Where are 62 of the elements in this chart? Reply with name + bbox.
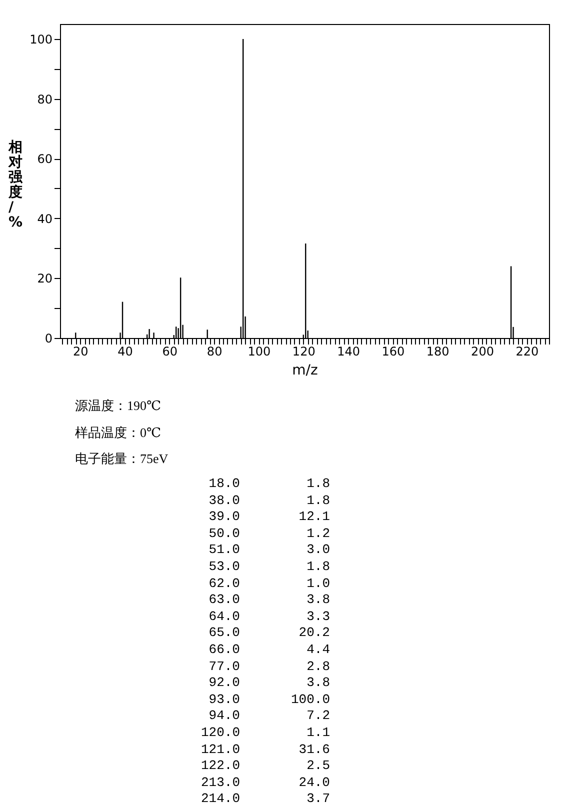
text: 1.8 (306, 476, 330, 491)
x-tick-label: 220 (516, 344, 539, 358)
y-axis-title: 相对强度/% (8, 140, 24, 230)
text: 4.4 (306, 642, 330, 657)
y-tick-label: 40 (37, 212, 52, 226)
category-label: 64.0 (208, 608, 240, 626)
category-label: 121.0 (200, 742, 240, 758)
category-label: 66.0 (208, 642, 240, 659)
text: 20.2 (298, 625, 330, 640)
category-label: 38.0 (208, 492, 240, 510)
y-tick-label: 20 (37, 272, 52, 286)
category-label: 18.0 (208, 476, 240, 493)
text: 7.2 (306, 708, 330, 724)
x-tick-label: 40 (118, 344, 133, 358)
y-tick-label: 100 (30, 32, 52, 46)
category-label: 214.0 (200, 791, 240, 808)
text: 3.3 (306, 608, 330, 624)
text: 3.8 (306, 592, 330, 608)
y-tick-label: 80 (37, 92, 52, 106)
category-label: 62.0 (208, 576, 240, 592)
text: 电子能量：75eV (75, 450, 168, 468)
category-label: 77.0 (208, 658, 240, 676)
text: 2.8 (306, 658, 330, 674)
category-label: 50.0 (208, 526, 240, 542)
category-label: 65.0 (208, 625, 240, 642)
x-tick-label: 80 (206, 344, 222, 358)
text: 1.1 (306, 724, 330, 740)
category-label: 92.0 (208, 675, 240, 692)
text: 3.0 (306, 542, 330, 558)
category-label: 51.0 (208, 542, 240, 559)
x-tick-label: 100 (248, 344, 271, 358)
category-label: 93.0 (208, 692, 240, 708)
text: 样品温度：0℃ (75, 424, 162, 442)
x-tick-label: 120 (292, 344, 316, 358)
text: 1.0 (306, 576, 330, 591)
text: 24.0 (298, 774, 330, 790)
x-tick-label: 180 (426, 344, 450, 358)
text: 12.1 (298, 509, 330, 524)
category-label: 213.0 (200, 774, 240, 792)
category-label: 94.0 (208, 708, 240, 725)
x-axis-title: m/z (292, 362, 318, 378)
text: 3.7 (306, 791, 330, 806)
text: 源温度：190℃ (75, 397, 162, 415)
x-tick-label: 200 (471, 344, 494, 358)
category-label: 39.0 (208, 509, 240, 526)
text: 31.6 (298, 742, 330, 756)
text: 1.2 (306, 526, 330, 541)
category-label: 63.0 (208, 592, 240, 609)
category-label: 120.0 (200, 724, 240, 742)
x-tick-label: 140 (337, 344, 360, 358)
category-label: 122.0 (200, 758, 240, 775)
y-tick-label: 60 (37, 152, 52, 166)
y-tick-label: 0 (44, 332, 52, 346)
text: 2.5 (306, 758, 330, 774)
text: 1.8 (306, 558, 330, 574)
text: 1.8 (306, 492, 330, 508)
x-tick-label: 160 (382, 344, 405, 358)
x-tick-label: 60 (162, 344, 178, 358)
category-label: 53.0 (208, 558, 240, 576)
x-tick-label: 20 (72, 344, 88, 358)
text: 100.0 (290, 692, 330, 707)
text: 3.8 (306, 675, 330, 690)
